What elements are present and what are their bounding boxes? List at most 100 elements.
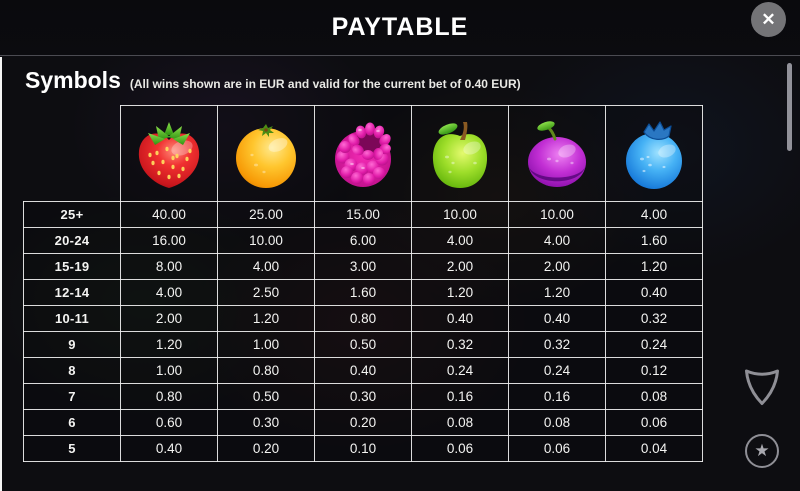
payout-value: 1.20 [411, 279, 509, 306]
payout-value: 0.80 [314, 305, 412, 332]
symbol-header-row [24, 105, 703, 202]
paytable-row-25+: 25+ 40.00 25.00 15.00 10.00 10.00 4.00 [23, 201, 703, 228]
match-count-label: 7 [23, 383, 121, 410]
payout-value: 1.00 [120, 357, 218, 384]
payout-value: 10.00 [508, 201, 606, 228]
payout-value: 0.20 [217, 435, 315, 462]
paytable-row-7: 7 0.80 0.50 0.30 0.16 0.16 0.08 [23, 383, 703, 410]
payout-value: 0.20 [314, 409, 412, 436]
payout-value: 0.30 [314, 383, 412, 410]
symbol-plum-icon [508, 105, 606, 202]
payout-value: 3.00 [314, 253, 412, 280]
payout-value: 10.00 [411, 201, 509, 228]
payout-value: 0.40 [120, 435, 218, 462]
scroll-down-shield-icon[interactable] [742, 366, 782, 410]
corner-cell [24, 106, 121, 202]
payout-value: 4.00 [508, 227, 606, 254]
symbol-orange-icon [217, 105, 315, 202]
payout-value: 0.30 [217, 409, 315, 436]
match-count-label: 25+ [23, 201, 121, 228]
payout-value: 0.32 [605, 305, 703, 332]
payout-value: 10.00 [217, 227, 315, 254]
payout-value: 0.24 [605, 331, 703, 358]
paytable-row-12-14: 12-14 4.00 2.50 1.60 1.20 1.20 0.40 [23, 279, 703, 306]
payout-value: 1.60 [314, 279, 412, 306]
payout-value: 0.24 [411, 357, 509, 384]
payout-value: 0.32 [411, 331, 509, 358]
section-subtitle: (All wins shown are in EUR and valid for… [129, 77, 521, 91]
payout-value: 0.16 [508, 383, 606, 410]
payout-value: 6.00 [314, 227, 412, 254]
payout-value: 0.08 [605, 383, 703, 410]
close-icon: ✕ [761, 9, 776, 29]
star-button[interactable]: ★ [745, 434, 779, 468]
paytable-row-20-24: 20-24 16.00 10.00 6.00 4.00 4.00 1.60 [23, 227, 703, 254]
paytable-row-15-19: 15-19 8.00 4.00 3.00 2.00 2.00 1.20 [23, 253, 703, 280]
payout-value: 4.00 [217, 253, 315, 280]
page-title: PAYTABLE [331, 13, 469, 41]
payout-value: 15.00 [314, 201, 412, 228]
payout-value: 2.00 [411, 253, 509, 280]
payout-value: 0.06 [411, 435, 509, 462]
payout-value: 4.00 [411, 227, 509, 254]
payout-value: 0.50 [314, 331, 412, 358]
modal-left-border [0, 57, 2, 491]
symbol-apple-icon [411, 105, 509, 202]
payout-value: 0.10 [314, 435, 412, 462]
payout-value: 2.50 [217, 279, 315, 306]
match-count-label: 6 [23, 409, 121, 436]
payout-value: 0.24 [508, 357, 606, 384]
payout-value: 0.04 [605, 435, 703, 462]
star-icon: ★ [754, 441, 770, 460]
paytable-table: 25+ 40.00 25.00 15.00 10.00 10.00 4.00 20-24 16.… [23, 105, 703, 462]
close-button[interactable]: ✕ [751, 2, 786, 37]
payout-value: 4.00 [120, 279, 218, 306]
payout-value: 0.32 [508, 331, 606, 358]
payout-value: 1.00 [217, 331, 315, 358]
match-count-label: 10-11 [23, 305, 121, 332]
payout-value: 0.06 [605, 409, 703, 436]
payout-value: 1.20 [605, 253, 703, 280]
payout-value: 0.40 [508, 305, 606, 332]
payout-value: 25.00 [217, 201, 315, 228]
payout-value: 1.20 [508, 279, 606, 306]
payout-value: 0.80 [120, 383, 218, 410]
payout-value: 40.00 [120, 201, 218, 228]
match-count-label: 8 [23, 357, 121, 384]
payout-value: 2.00 [508, 253, 606, 280]
payout-value: 0.50 [217, 383, 315, 410]
paytable-row-9: 9 1.20 1.00 0.50 0.32 0.32 0.24 [23, 331, 703, 358]
modal-header: PAYTABLE [0, 0, 800, 56]
symbols-section-header: Symbols (All wins shown are in EUR and v… [25, 67, 521, 94]
paytable-row-6: 6 0.60 0.30 0.20 0.08 0.08 0.06 [23, 409, 703, 436]
payout-value: 0.40 [314, 357, 412, 384]
match-count-label: 20-24 [23, 227, 121, 254]
payout-value: 2.00 [120, 305, 218, 332]
payout-value: 0.08 [508, 409, 606, 436]
paytable-row-10-11: 10-11 2.00 1.20 0.80 0.40 0.40 0.32 [23, 305, 703, 332]
payout-value: 0.06 [508, 435, 606, 462]
match-count-label: 9 [23, 331, 121, 358]
match-count-label: 5 [23, 435, 121, 462]
payout-value: 0.08 [411, 409, 509, 436]
section-title: Symbols [25, 67, 121, 93]
scrollbar-thumb[interactable] [787, 63, 792, 151]
symbol-blueberry-icon [605, 105, 703, 202]
match-count-label: 12-14 [23, 279, 121, 306]
payout-value: 1.20 [120, 331, 218, 358]
symbol-raspberry-icon [314, 105, 412, 202]
payout-value: 0.80 [217, 357, 315, 384]
payout-value: 4.00 [605, 201, 703, 228]
paytable-row-8: 8 1.00 0.80 0.40 0.24 0.24 0.12 [23, 357, 703, 384]
paytable-row-5: 5 0.40 0.20 0.10 0.06 0.06 0.04 [23, 435, 703, 462]
payout-value: 0.40 [605, 279, 703, 306]
payout-value: 0.12 [605, 357, 703, 384]
payout-value: 1.20 [217, 305, 315, 332]
payout-value: 1.60 [605, 227, 703, 254]
match-count-label: 15-19 [23, 253, 121, 280]
payout-value: 0.40 [411, 305, 509, 332]
payout-value: 16.00 [120, 227, 218, 254]
payout-value: 0.60 [120, 409, 218, 436]
payout-value: 0.16 [411, 383, 509, 410]
